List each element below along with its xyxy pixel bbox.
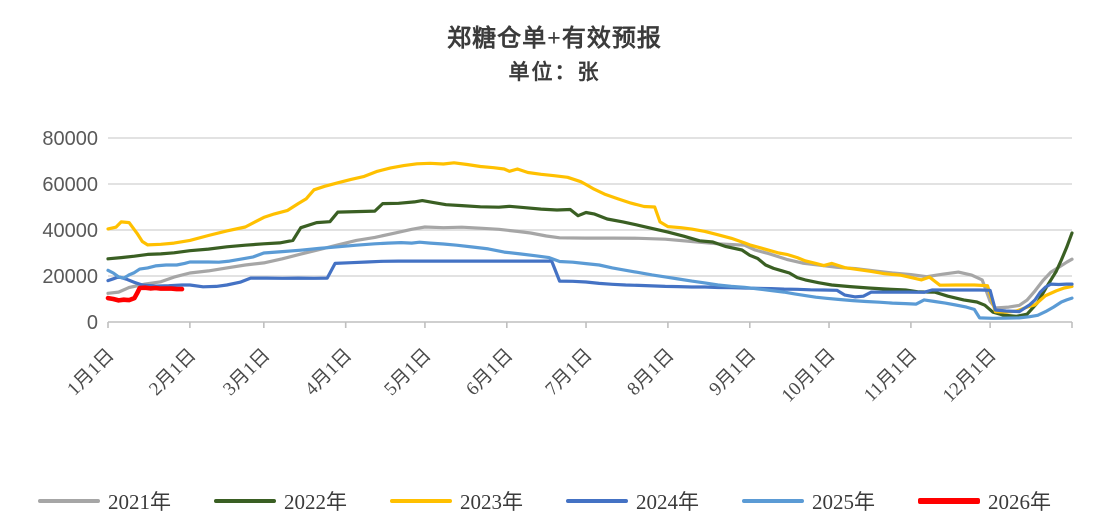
- x-tick-label: 8月1日: [623, 345, 678, 400]
- y-tick-label: 80000: [42, 128, 98, 150]
- chart-subtitle: 单位：张: [508, 60, 601, 84]
- x-tick-label: 6月1日: [462, 345, 517, 400]
- legend-label-2021年: 2021年: [108, 490, 171, 514]
- y-tick-label: 20000: [42, 266, 98, 288]
- series-line-2026年: [105, 285, 185, 303]
- series-line-2021年: [106, 225, 1074, 310]
- legend-swatch-2024年: [566, 499, 628, 503]
- y-tick-label: 40000: [42, 220, 98, 242]
- x-tick-label: 2月1日: [145, 345, 200, 400]
- legend-item-2024年: 2024年: [566, 486, 742, 516]
- legend-swatch-2026年: [918, 498, 980, 504]
- gridlines: [108, 137, 1072, 277]
- x-tick-label: 7月1日: [541, 345, 596, 400]
- x-tick-label: 1月1日: [63, 345, 118, 400]
- legend: 2021年 2022年 2023年 2024年 2025年 2026年: [38, 482, 1109, 520]
- plot-area: 0 20000 40000 60000 80000 1月1日 2月1日 3月1日 4月1日 5月1…: [42, 128, 1074, 407]
- x-axis: [107, 321, 1073, 328]
- x-tick-label: 9月1日: [705, 345, 760, 400]
- legend-item-2025年: 2025年: [742, 486, 918, 516]
- legend-swatch-2021年: [38, 499, 100, 503]
- x-tick-label: 12月1日: [939, 345, 1001, 407]
- legend-item-2021年: 2021年: [38, 486, 214, 516]
- x-tick-label: 11月1日: [860, 345, 921, 406]
- legend-label-2022年: 2022年: [284, 490, 347, 514]
- legend-item-2026年: 2026年: [918, 486, 1094, 516]
- x-tick-label: 5月1日: [380, 345, 435, 400]
- legend-label-2026年: 2026年: [988, 490, 1051, 514]
- legend-label-2025年: 2025年: [812, 490, 875, 514]
- legend-swatch-2023年: [390, 499, 452, 503]
- x-axis-labels: 1月1日 2月1日 3月1日 4月1日 5月1日 6月1日 7月1日 8月1日 9月1日 10月1…: [63, 345, 1000, 407]
- legend-label-2023年: 2023年: [460, 490, 523, 514]
- series-line-2023年: [106, 161, 1074, 314]
- series-line-2025年: [106, 240, 1074, 320]
- legend-item-2022年: 2022年: [214, 486, 390, 516]
- x-tick-label: 3月1日: [219, 345, 274, 400]
- y-axis-labels: 0 20000 40000 60000 80000: [42, 128, 98, 334]
- series-line-2024年: [106, 259, 1074, 314]
- y-tick-label: 60000: [42, 174, 98, 196]
- y-tick-label: 0: [87, 312, 98, 334]
- series-line-2022年: [106, 199, 1074, 318]
- x-tick-label: 4月1日: [301, 345, 356, 400]
- chart-title: 郑糖仓单+有效预报: [447, 26, 662, 52]
- legend-swatch-2022年: [214, 499, 276, 503]
- x-tick-label: 10月1日: [778, 345, 840, 407]
- legend-item-2023年: 2023年: [390, 486, 566, 516]
- legend-swatch-2025年: [742, 499, 804, 503]
- legend-label-2024年: 2024年: [636, 490, 699, 514]
